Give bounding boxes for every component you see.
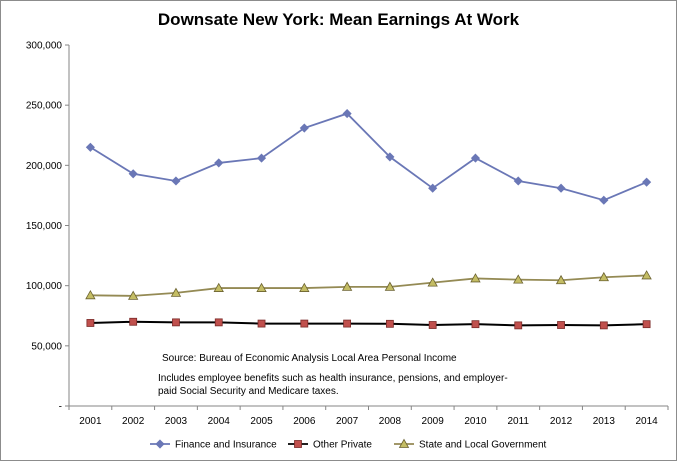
series-2: [85, 270, 652, 300]
data-point: [214, 158, 224, 168]
data-point: [598, 271, 610, 282]
x-tick-label: 2002: [122, 416, 145, 427]
legend-label: State and Local Government: [419, 440, 547, 451]
data-point: [299, 282, 310, 292]
series-line: [90, 320, 647, 327]
data-point: [342, 109, 352, 119]
annotation-text: Source: Bureau of Economic Analysis Loca…: [162, 353, 457, 364]
data-point: [470, 273, 481, 283]
y-tick-label: 100,000: [26, 281, 63, 292]
x-tick-label: 2006: [293, 416, 316, 427]
x-tick-label: 2007: [336, 416, 359, 427]
series-layer: [85, 109, 652, 330]
legend-item: Other Private: [288, 440, 372, 451]
x-tick-label: 2008: [379, 416, 402, 427]
data-point: [556, 183, 566, 193]
data-point: [85, 142, 95, 152]
series-0: [85, 109, 652, 205]
series-1: [86, 317, 651, 330]
data-point: [385, 152, 395, 162]
data-point: [256, 153, 267, 163]
data-point: [557, 321, 565, 329]
data-point: [513, 274, 524, 284]
data-point: [341, 281, 353, 291]
y-tick-label: 150,000: [26, 221, 63, 232]
data-point: [471, 320, 480, 329]
data-point: [385, 319, 394, 328]
data-point: [299, 123, 309, 133]
data-point: [428, 321, 437, 329]
annotation-text: Includes employee benefits such as healt…: [158, 373, 508, 384]
data-point: [213, 282, 224, 292]
legend-item: State and Local Government: [394, 438, 547, 451]
data-point: [128, 169, 138, 179]
annotation-text: paid Social Security and Medicare taxes.: [158, 386, 339, 397]
data-point: [171, 176, 181, 186]
legend-swatch-marker: [294, 440, 302, 448]
y-tick-label: -: [59, 402, 62, 413]
y-tick-label: 50,000: [31, 341, 62, 352]
axes: - 50,000 100,000 150,000 200,000 250,000 300,0…: [26, 41, 669, 427]
data-point: [641, 270, 652, 280]
data-point: [427, 277, 438, 287]
data-point: [85, 289, 96, 300]
legend-swatch-marker: [398, 438, 410, 448]
chart-title: Downsate New York: Mean Earnings At Work: [157, 10, 520, 29]
x-tick-label: 2011: [507, 416, 529, 427]
data-point: [428, 183, 438, 193]
data-point: [127, 290, 139, 300]
annotations: Source: Bureau of Economic Analysis Loca…: [158, 353, 508, 397]
x-tick-label: 2005: [250, 416, 273, 427]
data-point: [300, 319, 309, 328]
data-point: [129, 317, 138, 326]
data-point: [470, 153, 481, 163]
legend-item: Finance and Insurance: [150, 439, 277, 451]
data-point: [256, 282, 267, 292]
x-tick-label: 2004: [208, 416, 231, 427]
x-tick-label: 2014: [635, 416, 658, 427]
legend-swatch-marker: [155, 439, 165, 449]
legend-label: Other Private: [313, 440, 372, 451]
data-point: [642, 320, 651, 329]
y-tick-label: 200,000: [26, 161, 63, 172]
data-point: [384, 281, 396, 291]
data-point: [257, 319, 266, 328]
data-point: [214, 318, 223, 327]
data-point: [599, 195, 609, 205]
x-tick-label: 2012: [550, 416, 573, 427]
y-tick-label: 250,000: [26, 101, 63, 112]
x-tick-label: 2001: [79, 416, 102, 427]
legend-label: Finance and Insurance: [175, 440, 277, 451]
data-point: [172, 318, 180, 327]
x-tick-label: 2003: [165, 416, 188, 427]
data-point: [513, 176, 523, 186]
y-tick-label: 300,000: [26, 41, 63, 52]
x-tick-label: 2013: [593, 416, 616, 427]
data-point: [642, 177, 652, 187]
series-line: [89, 112, 647, 202]
series-line: [90, 274, 647, 297]
data-point: [343, 319, 352, 328]
x-tick-label: 2009: [422, 416, 445, 427]
legend: Finance and Insurance Other Private State …: [150, 438, 547, 451]
data-point: [599, 321, 608, 330]
x-tick-label: 2010: [464, 416, 487, 427]
data-point: [555, 274, 567, 285]
data-point: [170, 287, 182, 297]
data-point: [514, 321, 523, 330]
data-point: [86, 319, 95, 327]
